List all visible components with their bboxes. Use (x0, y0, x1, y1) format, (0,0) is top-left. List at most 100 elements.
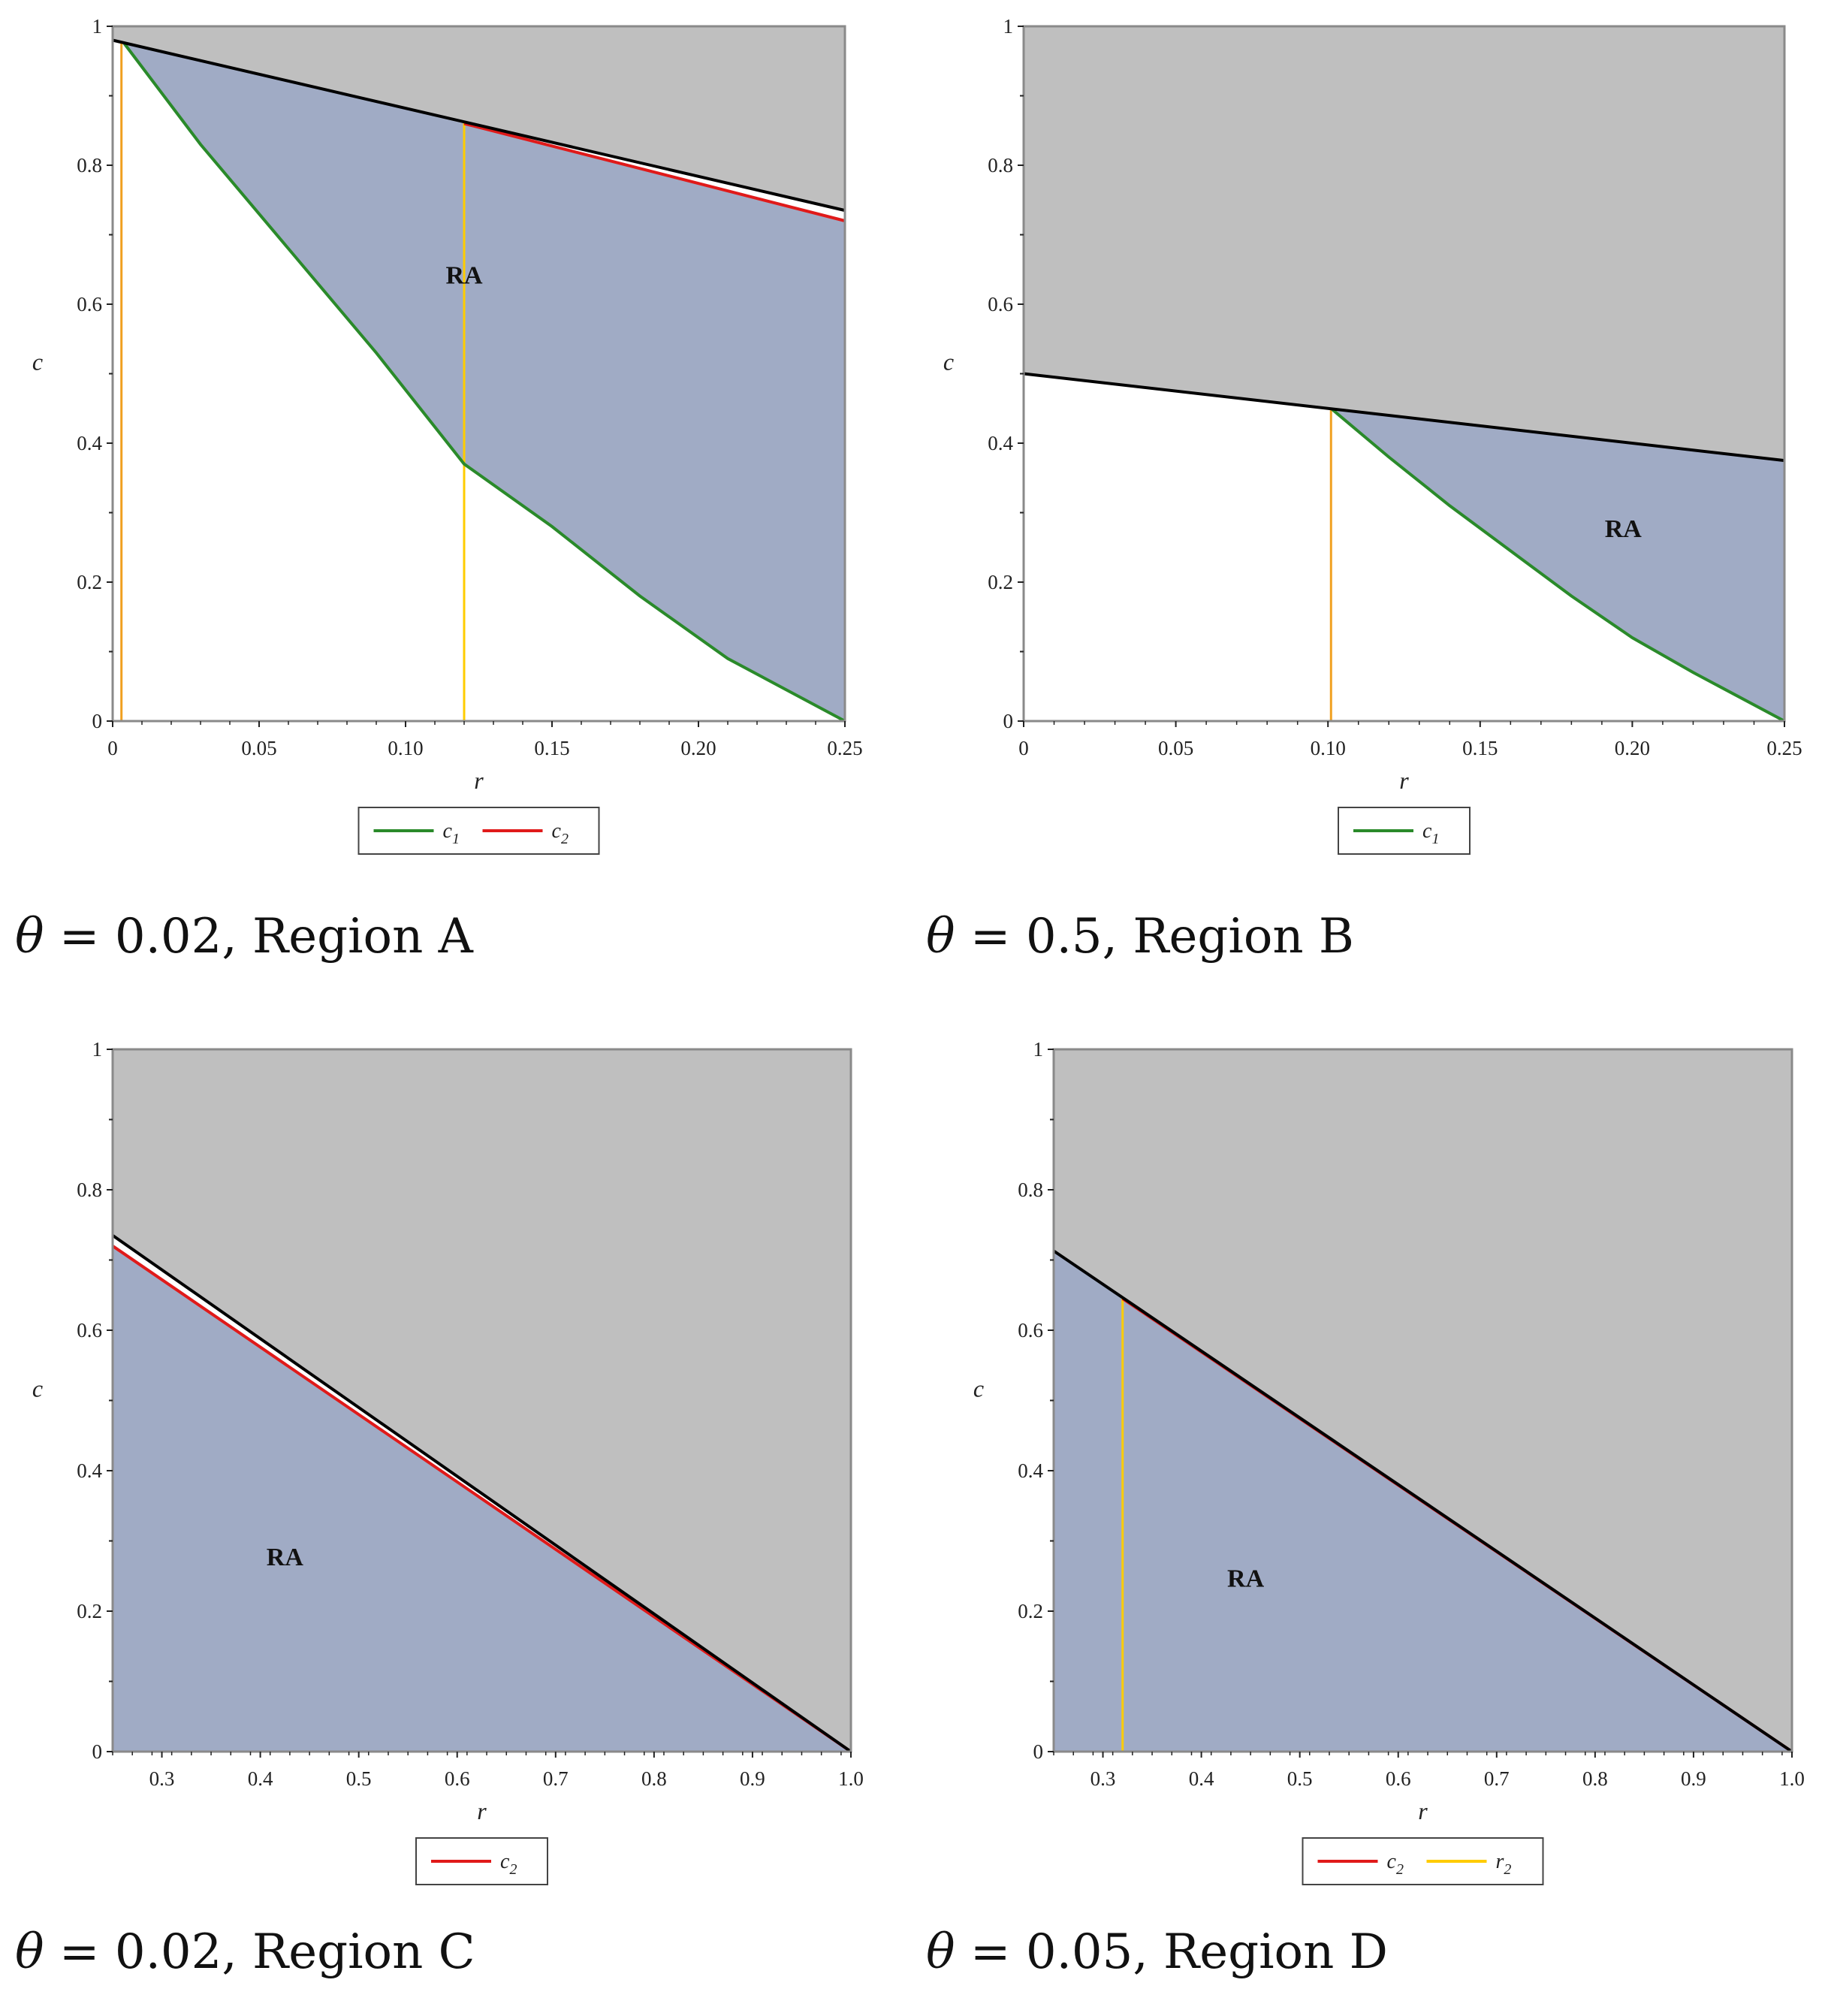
y-tick-label: 1 (92, 15, 103, 38)
y-tick-label: 0.6 (77, 293, 102, 315)
chart-panel-region-a: 0 0.2 0.4 0.6 0.8 1 0 0.05 0.10 0.15 0.20 0.25 r c RA c… (0, 0, 911, 1008)
chart-panel-region-d: 0 0.2 0.4 0.6 0.8 1 0.3 0.4 0.5 0.6 0.7 0.8 0.9 1.0 r c… (911, 1008, 1822, 2016)
x-tick-label: 0.05 (241, 737, 276, 759)
x-tick-label: 0 (1018, 737, 1029, 759)
y-axis-label: c (943, 349, 954, 376)
caption-text: = 0.02, Region A (44, 909, 473, 964)
grey-region (1024, 26, 1784, 461)
ra-region (1054, 1251, 1792, 1752)
x-axis-label: r (1399, 767, 1409, 794)
x-tick-label: 0.6 (1386, 1767, 1411, 1790)
x-tick-label: 0.20 (1615, 737, 1650, 759)
legend-subscript: 2 (1396, 1861, 1404, 1878)
y-tick-label: 0.8 (77, 154, 102, 177)
caption-region-d: θ = 0.05, Region D (926, 1924, 1388, 1980)
x-tick-label: 0.05 (1158, 737, 1193, 759)
y-tick-label: 0.4 (1018, 1459, 1043, 1482)
legend-subscript: 2 (509, 1861, 517, 1878)
caption-region-b: θ = 0.5, Region B (926, 909, 1354, 964)
x-tick-label: 0.4 (248, 1767, 273, 1790)
x-tick-label: 0.9 (740, 1767, 765, 1790)
chart-region-b: 00.20.40.60.810 0.05 0.10 0.15 0.20 0.25rcRAc… (943, 15, 1802, 855)
x-axis-label: r (477, 1797, 487, 1824)
y-tick-label: 1 (1003, 15, 1014, 38)
curve-c1 (1329, 407, 1785, 723)
caption-theta: θ (926, 1924, 955, 1980)
y-tick-label: 0 (92, 1740, 103, 1763)
chart-panel-region-b: 0 0.2 0.4 0.6 0.8 1 0 0.05 0.10 0.15 0.20 0.25 r c RA c… (911, 0, 1822, 1008)
grey-region (113, 1049, 851, 1752)
x-tick-label: 1.0 (838, 1767, 864, 1790)
y-axis-label: c (32, 1375, 43, 1402)
x-tick-label: 0.20 (680, 737, 716, 759)
ra-region (1331, 408, 1784, 721)
y-axis-label: c (32, 349, 43, 376)
legend-subscript: 2 (561, 831, 569, 847)
y-tick-label: 0.2 (1018, 1600, 1043, 1622)
y-tick-label: 1 (1033, 1038, 1044, 1061)
y-tick-label: 0.4 (77, 1459, 102, 1482)
x-tick-label: 0.15 (534, 737, 569, 759)
y-tick-label: 0.4 (988, 432, 1013, 454)
x-tick-label: 0.7 (543, 1767, 569, 1790)
x-tick-label: 0.9 (1681, 1767, 1706, 1790)
y-tick-label: 0.2 (988, 571, 1013, 593)
y-tick-label: 1 (92, 1038, 103, 1061)
x-tick-label: 0.7 (1484, 1767, 1510, 1790)
caption-theta: θ (15, 909, 44, 964)
x-tick-label: 0.3 (149, 1767, 175, 1790)
grey-region (1054, 1049, 1792, 1752)
chart-region-c: 0 0.2 0.4 0.6 0.8 1 0.3 0.4 0.5 0.6 0.7 0.8 0.9 1.0 r c… (32, 1038, 864, 1885)
y-tick-label: 0.8 (77, 1179, 102, 1201)
ra-label: RA (1227, 1565, 1265, 1592)
chart-region-a: 00.20.40.60.810 0.05 0.10 0.15 0.20 0.25rcRAc… (32, 15, 863, 855)
ra-label: RA (267, 1544, 304, 1571)
y-tick-label: 0 (92, 710, 103, 732)
x-tick-label: 0.5 (346, 1767, 372, 1790)
x-tick-label: 0.10 (1311, 737, 1346, 759)
y-tick-label: 0.8 (1018, 1179, 1043, 1201)
x-tick-label: 1.0 (1779, 1767, 1805, 1790)
y-tick-label: 0.2 (77, 1600, 102, 1622)
y-tick-label: 0.2 (77, 571, 102, 593)
legend-subscript: 1 (1431, 831, 1439, 847)
ra-label: RA (1605, 515, 1643, 543)
legend-subscript: 2 (1504, 1861, 1511, 1878)
caption-theta: θ (926, 909, 955, 964)
y-tick-label: 0.6 (77, 1319, 102, 1341)
y-tick-label: 0 (1033, 1740, 1044, 1763)
caption-text: = 0.05, Region D (955, 1924, 1388, 1980)
x-tick-label: 0.25 (827, 737, 862, 759)
grey-region (113, 26, 845, 211)
caption-theta: θ (15, 1924, 44, 1980)
caption-region-c: θ = 0.02, Region C (15, 1924, 475, 1980)
y-tick-label: 0.6 (988, 293, 1013, 315)
x-tick-label: 0 (107, 737, 118, 759)
legend-subscript: 1 (452, 831, 460, 847)
curve-c2 (463, 122, 846, 222)
caption-text: = 0.02, Region C (44, 1924, 475, 1980)
x-tick-label: 0.8 (1582, 1767, 1608, 1790)
y-tick-label: 0.8 (988, 154, 1013, 177)
y-tick-label: 0.6 (1018, 1319, 1043, 1341)
chart-region-d: 0 0.2 0.4 0.6 0.8 1 0.3 0.4 0.5 0.6 0.7 0.8 0.9 1.0 r c… (973, 1038, 1805, 1885)
y-tick-label: 0.4 (77, 432, 102, 454)
caption-text: = 0.5, Region B (955, 909, 1354, 964)
x-axis-label: r (474, 767, 484, 794)
x-tick-label: 0.25 (1766, 737, 1802, 759)
x-tick-label: 0.8 (641, 1767, 667, 1790)
x-tick-label: 0.15 (1462, 737, 1498, 759)
boundary-line (1052, 1249, 1793, 1753)
curve-c1 (123, 42, 846, 723)
y-tick-label: 0 (1003, 710, 1014, 732)
boundary-line (1023, 372, 1785, 463)
ra-region (124, 43, 846, 722)
boundary-line (112, 38, 846, 213)
y-axis-label: c (973, 1375, 984, 1402)
x-tick-label: 0.10 (388, 737, 423, 759)
x-tick-label: 0.5 (1287, 1767, 1313, 1790)
chart-panel-region-c: 0 0.2 0.4 0.6 0.8 1 0.3 0.4 0.5 0.6 0.7 0.8 0.9 1.0 r c… (0, 1008, 911, 2016)
x-tick-label: 0.4 (1189, 1767, 1214, 1790)
x-tick-label: 0.6 (445, 1767, 470, 1790)
x-tick-label: 0.3 (1090, 1767, 1116, 1790)
